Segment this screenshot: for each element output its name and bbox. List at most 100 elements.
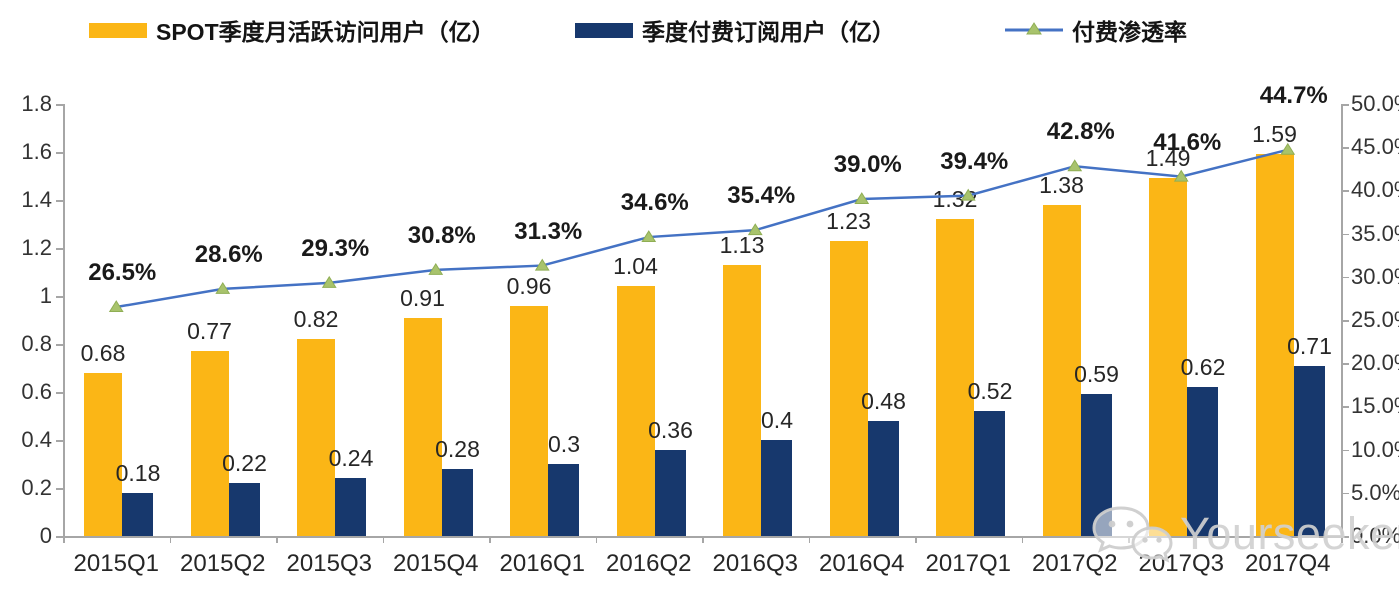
subscribers-value-label: 0.24: [328, 445, 374, 472]
right-axis-tick-label: 15.0%: [1351, 393, 1399, 419]
right-axis-tick-label: 10.0%: [1351, 436, 1399, 462]
penetration-label: 39.4%: [940, 147, 1009, 175]
x-axis-label: 2017Q3: [1138, 550, 1224, 577]
subscribers-bar: [1187, 387, 1218, 536]
left-axis-tick-label: 1.8: [21, 91, 52, 116]
subscribers-bar: [228, 483, 260, 536]
x-axis-label: 2016Q3: [712, 550, 798, 577]
mau-value-label: 1.32: [932, 186, 978, 213]
x-axis-tick: [702, 536, 704, 543]
left-axis-tick-label: 1.4: [21, 187, 52, 212]
y-axis-left-tick: [56, 152, 63, 154]
right-axis-tick-label: 5.0%: [1351, 479, 1399, 505]
penetration-marker: [534, 258, 550, 271]
penetration-label: 28.6%: [194, 240, 263, 268]
mau-value-label: 0.77: [187, 318, 232, 345]
y-axis-right-tick: [1342, 406, 1349, 408]
subscribers-bar: [761, 440, 792, 536]
penetration-legend-label: 付费渗透率: [1072, 19, 1187, 45]
penetration-label: 42.8%: [1046, 118, 1115, 146]
y-axis-right-tick: [1342, 320, 1349, 322]
penetration-marker: [108, 300, 124, 313]
subscribers-bar: [1293, 365, 1325, 536]
x-axis-tick: [489, 536, 491, 543]
penetration-label: 30.8%: [407, 221, 476, 249]
y-axis-left: [63, 104, 65, 536]
x-axis-tick: [276, 536, 278, 543]
x-axis-tick: [1021, 536, 1023, 543]
penetration-label: 44.7%: [1259, 81, 1328, 109]
subscribers-bar: [974, 411, 1005, 536]
left-axis-tick-label: 1.6: [21, 139, 52, 164]
x-axis-label: 2017Q2: [1032, 550, 1118, 577]
mau-value-label: 0.91: [400, 284, 445, 311]
y-axis-right-tick: [1342, 449, 1349, 452]
penetration-label: 29.3%: [301, 234, 370, 262]
right-axis-tick-label: 50.0%: [1351, 91, 1399, 116]
subscribers-bar: [867, 420, 899, 536]
subscribers-value-label: 0.4: [761, 407, 793, 433]
x-axis-label: 2015Q3: [286, 550, 372, 577]
x-axis-label: 2015Q2: [180, 550, 266, 577]
left-axis-tick-label: 0: [39, 523, 52, 548]
x-axis-tick: [1234, 536, 1236, 543]
y-axis-left-tick: [56, 440, 63, 442]
subscribers-value-label: 0.71: [1287, 332, 1332, 359]
y-axis-left-tick: [56, 248, 63, 250]
penetration-label: 31.3%: [514, 217, 583, 245]
y-axis-left-tick: [56, 200, 63, 202]
penetration-line: [116, 148, 1289, 309]
mau-bar: [723, 264, 761, 536]
x-axis-tick: [595, 536, 597, 543]
mau-value-label: 0.68: [80, 339, 126, 366]
y-axis-right-tick: [1342, 233, 1349, 236]
mau-value-label: 1.59: [1252, 121, 1297, 148]
subscribers-value-label: 0.3: [548, 431, 580, 457]
x-axis-tick: [169, 536, 171, 543]
x-axis-tick: [63, 536, 65, 543]
y-axis-left-tick: [56, 344, 63, 346]
left-axis-tick-label: 0.2: [21, 475, 52, 500]
legend-item-subscribers: 季度付费订阅用户（亿）: [575, 14, 895, 46]
subscribers-legend-swatch: [575, 22, 633, 38]
penetration-marker: [854, 192, 870, 205]
mau-bar: [190, 351, 229, 536]
subscribers-value-label: 0.52: [967, 378, 1013, 405]
y-axis-left-tick: [56, 488, 63, 490]
y-axis-right-tick: [1342, 147, 1349, 149]
legend-item-mau: SPOT季度月活跃访问用户（亿）: [89, 14, 495, 46]
penetration-label: 35.4%: [727, 182, 796, 210]
penetration-marker: [641, 230, 657, 243]
x-axis-tick: [1341, 536, 1343, 543]
x-axis-tick: [915, 536, 917, 543]
x-axis-tick: [1128, 536, 1130, 543]
penetration-legend-swatch: [1005, 21, 1063, 39]
right-axis-tick-label: 25.0%: [1351, 307, 1399, 332]
subscribers-legend-label: 季度付费订阅用户（亿）: [642, 19, 895, 45]
penetration-marker: [215, 281, 231, 294]
mau-value-label: 1.23: [826, 207, 871, 234]
left-axis-tick-label: 0.8: [21, 331, 52, 356]
line-marker-icon: [1005, 22, 1063, 35]
subscribers-value-label: 0.22: [222, 450, 267, 477]
subscribers-bar: [548, 464, 579, 536]
subscribers-bar: [1080, 394, 1112, 536]
y-axis-right-tick: [1342, 492, 1349, 495]
subscribers-value-label: 0.59: [1074, 361, 1119, 388]
y-axis-right-tick: [1342, 363, 1349, 365]
y-axis-left-tick: [56, 104, 63, 106]
y-axis-right-tick: [1342, 190, 1349, 192]
left-axis-tick-label: 0.6: [21, 379, 52, 404]
y-axis-right: [1341, 104, 1343, 536]
y-axis-left-tick: [56, 536, 63, 538]
x-axis-tick: [808, 536, 810, 543]
x-axis-label: 2016Q1: [499, 550, 585, 577]
mau-value-label: 1.13: [719, 231, 765, 258]
legend-item-penetration: 付费渗透率: [1005, 14, 1187, 46]
mau-value-label: 1.04: [613, 253, 658, 280]
x-axis-label: 2017Q4: [1245, 550, 1331, 577]
mau-value-label: 0.96: [506, 272, 552, 299]
x-axis-label: 2016Q4: [819, 550, 905, 577]
y-axis-right-tick: [1342, 104, 1349, 106]
